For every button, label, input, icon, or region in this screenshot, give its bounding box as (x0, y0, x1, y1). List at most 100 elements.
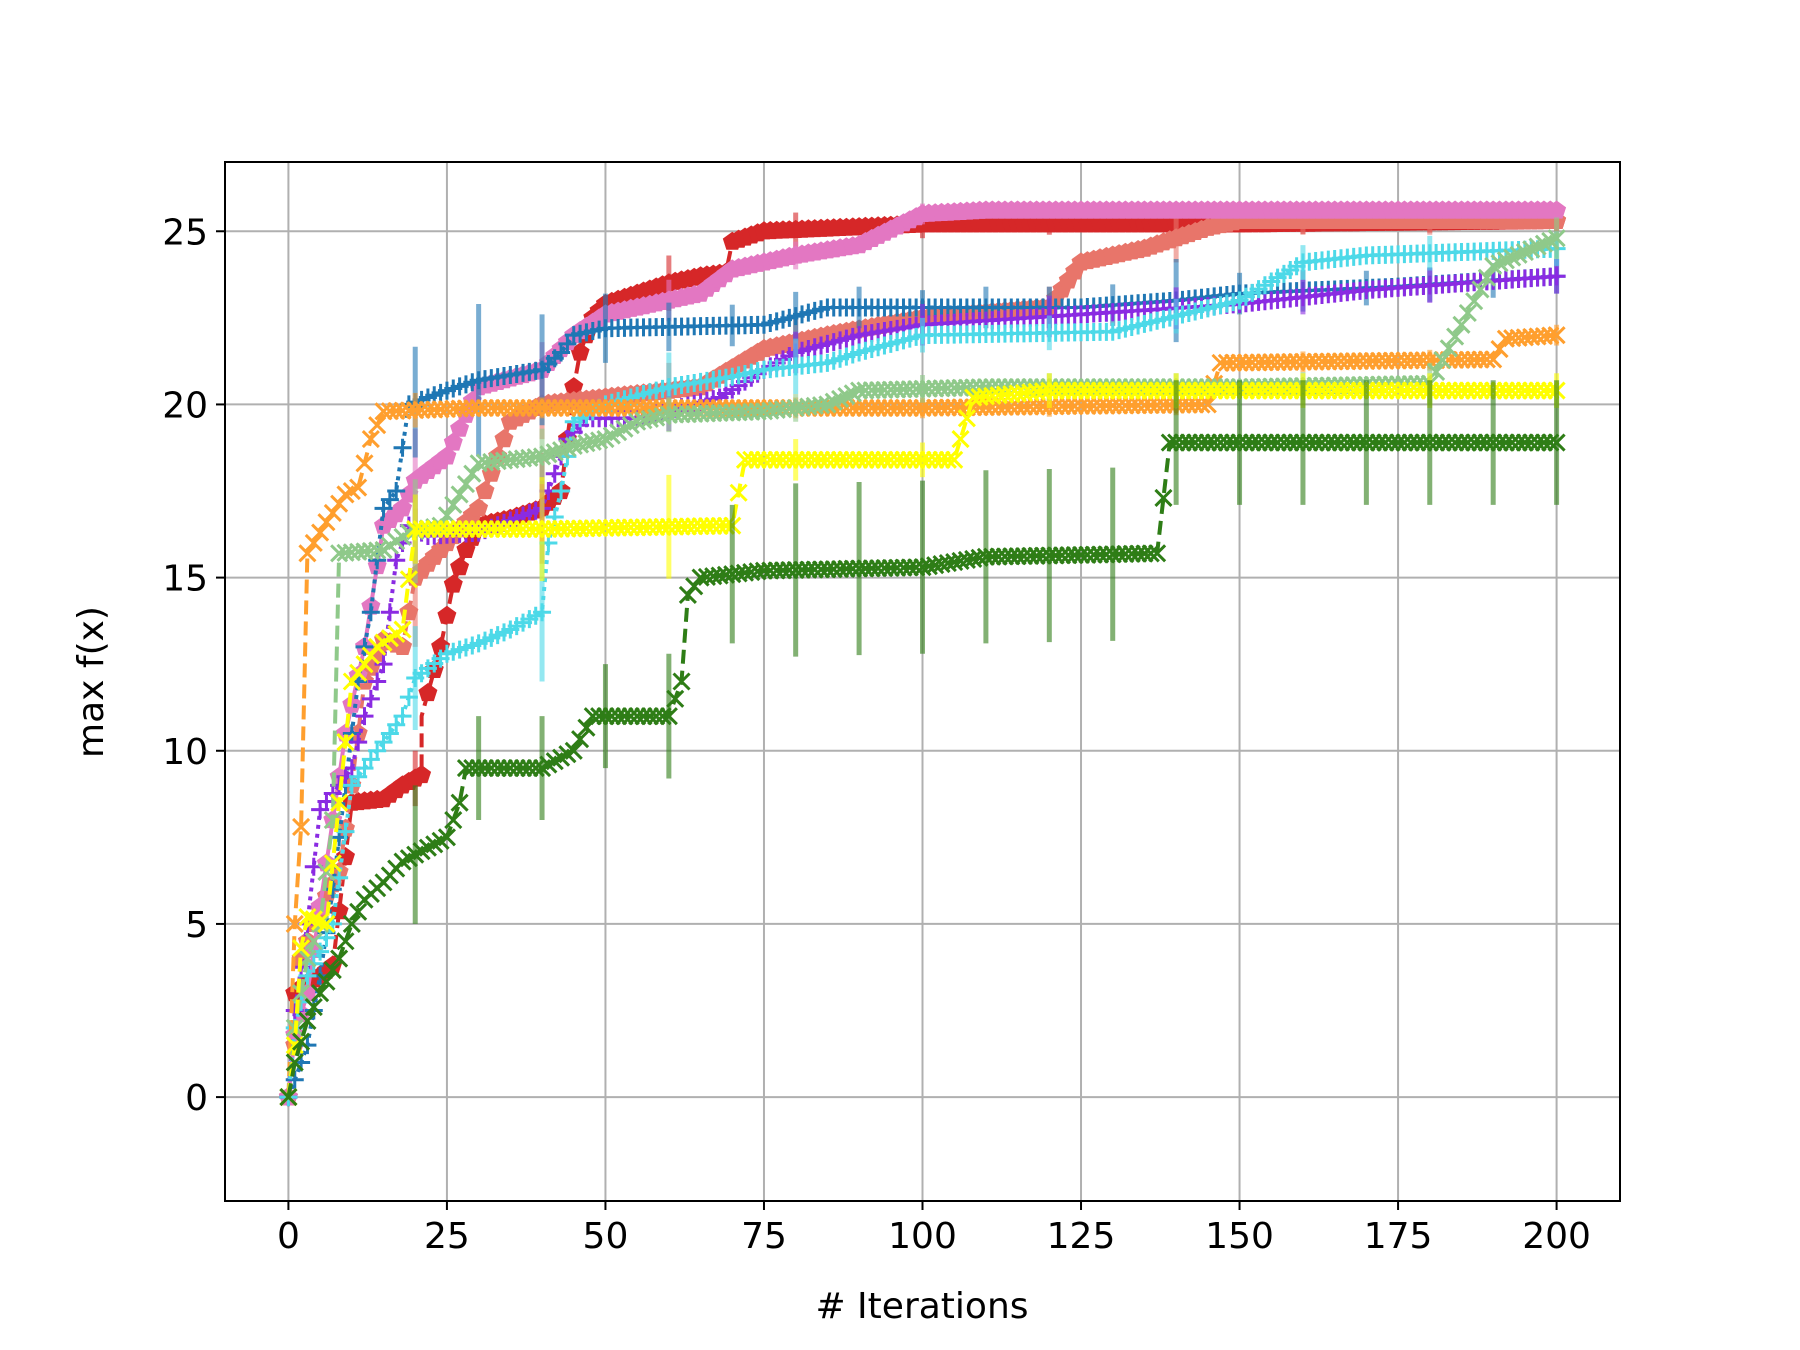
data-point (285, 1053, 304, 1072)
data-point (552, 482, 571, 501)
series-9 (279, 373, 1566, 1107)
data-point (361, 430, 380, 449)
data-point (298, 966, 317, 985)
data-point (1446, 327, 1465, 346)
data-point (564, 377, 584, 396)
data-point (1141, 544, 1160, 563)
data-point (355, 707, 374, 726)
data-point (311, 523, 330, 542)
data-point (304, 997, 323, 1017)
data-point (545, 464, 564, 483)
axis-ticks: 0 25 50 75 100 125 150 175 200 0 5 10 15 20 25 (162, 212, 1591, 1257)
data-point (355, 655, 374, 674)
data-point (1471, 280, 1490, 299)
data-point (685, 577, 704, 596)
plot-area (278, 200, 1567, 1107)
data-point (1433, 351, 1452, 370)
data-point (368, 541, 387, 560)
data-point (311, 984, 330, 1003)
data-point (450, 793, 469, 812)
data-point (292, 817, 311, 837)
data-point (387, 482, 406, 501)
data-point (469, 498, 489, 517)
data-point (475, 481, 495, 500)
data-point (1541, 433, 1560, 452)
data-point (437, 605, 457, 624)
data-point (342, 914, 361, 933)
x-tick-label: 50 (583, 1216, 629, 1257)
data-point (811, 396, 831, 415)
data-point (342, 694, 362, 713)
data-point (393, 707, 412, 726)
data-point (1452, 315, 1471, 334)
data-point (323, 854, 342, 873)
data-point (1465, 292, 1484, 311)
data-point (349, 733, 368, 752)
data-point (1547, 326, 1566, 345)
data-point (1148, 544, 1167, 563)
data-point (1439, 339, 1458, 358)
data-point (1477, 268, 1496, 287)
y-tick-label: 25 (162, 212, 208, 253)
data-point (323, 503, 342, 523)
y-axis-label: max f(x) (71, 606, 112, 758)
data-point (1477, 350, 1496, 369)
data-point (355, 637, 374, 656)
y-tick-label: 10 (162, 732, 208, 773)
data-point (1541, 326, 1560, 345)
data-point (533, 603, 552, 622)
data-point (361, 603, 380, 622)
data-point (349, 663, 368, 682)
data-point (330, 949, 349, 968)
data-point (285, 1070, 304, 1089)
data-point (336, 822, 355, 841)
data-point (292, 1032, 311, 1051)
data-point (336, 733, 355, 752)
y-tick-label: 20 (162, 385, 208, 426)
data-point (304, 932, 323, 951)
data-point (437, 446, 457, 465)
data-point (298, 544, 317, 563)
data-point (1484, 350, 1503, 369)
data-point (317, 972, 336, 991)
data-point (945, 450, 964, 469)
data-point (1458, 303, 1477, 323)
data-point (444, 495, 463, 514)
data-point (539, 445, 558, 464)
data-point (590, 431, 609, 450)
data-point (298, 949, 317, 968)
series-line (286, 388, 1557, 1098)
data-point (412, 765, 432, 784)
y-tick-label: 5 (185, 905, 208, 946)
data-point (393, 438, 412, 457)
data-point (456, 475, 476, 494)
data-point (355, 454, 374, 473)
data-point (1154, 488, 1173, 508)
x-tick-label: 75 (741, 1216, 787, 1257)
x-tick-label: 25 (424, 1216, 470, 1257)
data-point (393, 636, 413, 655)
data-point (450, 418, 470, 437)
data-point (1547, 433, 1566, 452)
data-point (1547, 267, 1566, 286)
data-point (653, 707, 672, 726)
data-point (437, 828, 456, 847)
data-point (418, 683, 438, 702)
data-point (526, 759, 545, 778)
data-point (292, 939, 311, 958)
data-point (938, 450, 957, 469)
data-point (558, 439, 577, 458)
data-point (571, 730, 590, 749)
data-point (494, 429, 514, 448)
data-point (957, 409, 976, 428)
data-point (399, 688, 418, 707)
data-point (349, 478, 368, 497)
data-point (552, 441, 571, 460)
x-axis-label: # Iterations (815, 1286, 1028, 1327)
x-tick-label: 200 (1522, 1216, 1591, 1257)
data-point (1547, 229, 1566, 248)
data-point (532, 447, 552, 466)
series-10 (279, 380, 1566, 1107)
data-point (349, 902, 368, 921)
data-point (659, 707, 678, 726)
